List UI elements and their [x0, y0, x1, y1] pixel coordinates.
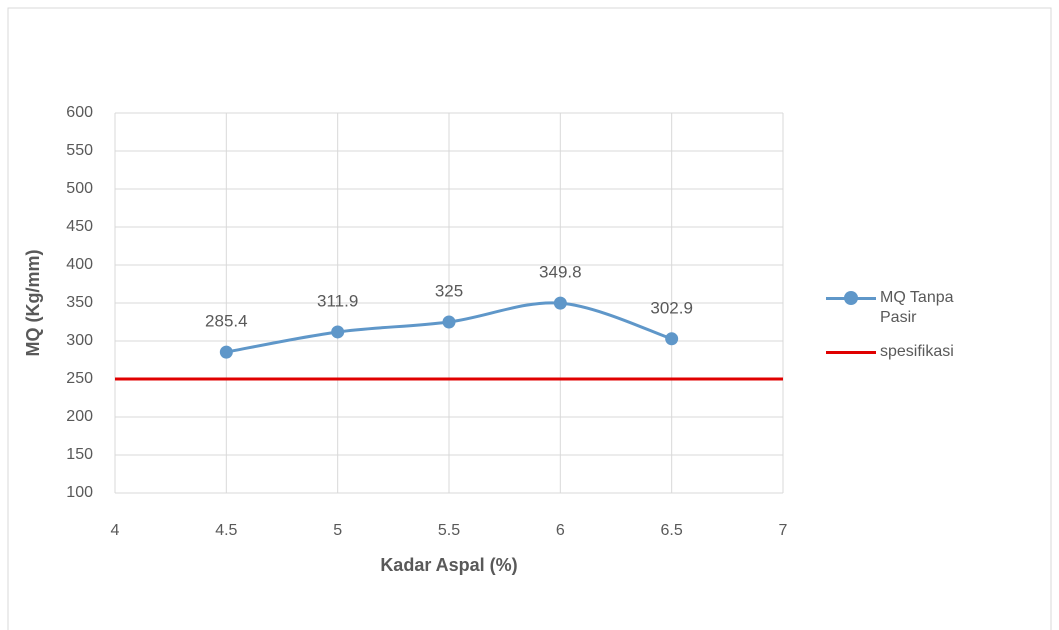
legend-symbol — [826, 351, 876, 354]
y-tick-label: 450 — [66, 218, 93, 235]
y-tick-label: 300 — [66, 332, 93, 349]
y-tick-label: 600 — [66, 104, 93, 121]
x-tick-label: 7 — [779, 522, 788, 539]
y-axis-label: MQ (Kg/mm) — [23, 250, 43, 357]
x-tick-label: 4 — [111, 522, 120, 539]
y-tick-label: 400 — [66, 256, 93, 273]
x-axis-label: Kadar Aspal (%) — [380, 555, 517, 575]
data-point — [219, 345, 233, 359]
data-label: 325 — [435, 281, 463, 300]
data-label: 349.8 — [539, 263, 582, 282]
legend-label: spesifikasi — [880, 343, 954, 360]
y-tick-label: 150 — [66, 446, 93, 463]
y-tick-label: 350 — [66, 294, 93, 311]
legend-label: MQ Tanpa Pasir — [880, 289, 954, 326]
y-tick-label: 200 — [66, 408, 93, 425]
data-point — [553, 296, 567, 310]
data-point — [331, 325, 345, 339]
x-tick-label: 5 — [333, 522, 342, 539]
y-tick-label: 250 — [66, 370, 93, 387]
x-tick-label: 4.5 — [215, 522, 237, 539]
data-label: 285.4 — [205, 312, 248, 331]
x-tick-label: 6 — [556, 522, 565, 539]
legend-marker — [844, 291, 858, 305]
y-tick-label: 100 — [66, 484, 93, 501]
data-label: 311.9 — [317, 291, 358, 310]
data-point — [665, 332, 679, 346]
chart-border — [7, 7, 1052, 630]
data-label: 302.9 — [650, 298, 693, 317]
data-point — [442, 315, 456, 329]
x-tick-label: 5.5 — [438, 522, 460, 539]
y-tick-label: 500 — [66, 180, 93, 197]
y-tick-label: 550 — [66, 142, 93, 159]
x-tick-label: 6.5 — [661, 522, 683, 539]
